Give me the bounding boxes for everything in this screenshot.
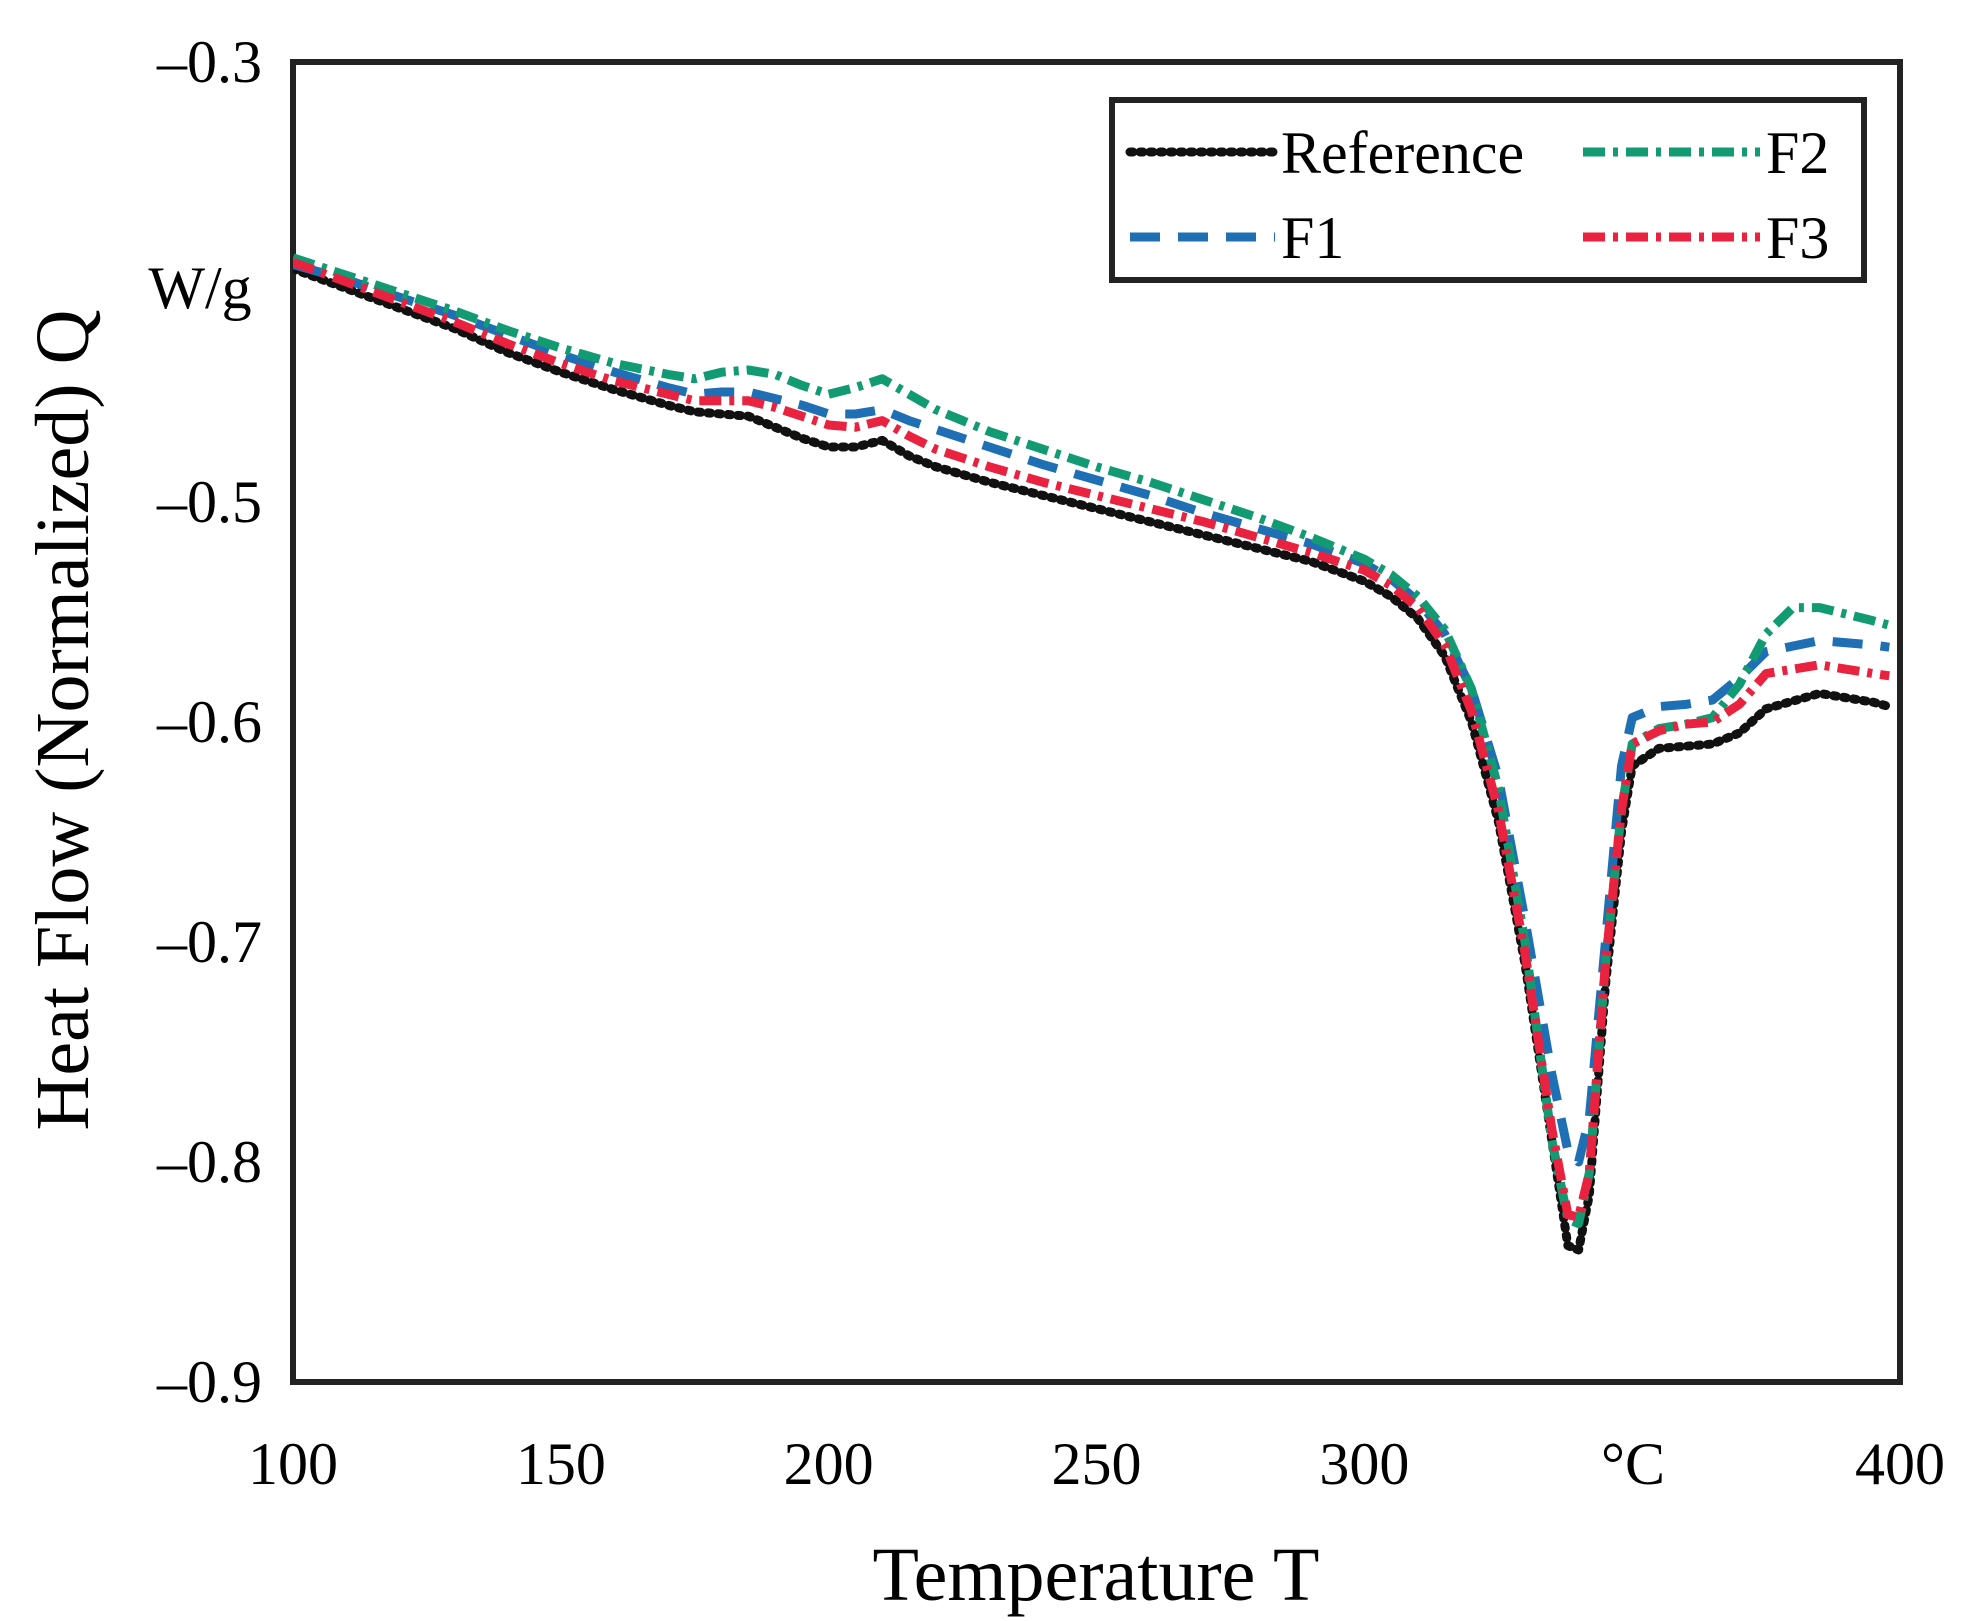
x-tick-label: 100 [248, 1431, 338, 1497]
y-tick-label: –0.9 [156, 1349, 262, 1415]
plot-frame [290, 59, 1903, 1385]
y-unit-label: W/g [148, 255, 251, 321]
x-unit-label: °C [1601, 1431, 1665, 1497]
series-line-f2 [293, 253, 1891, 1229]
x-tick-label: 400 [1855, 1431, 1945, 1497]
series-line-f3 [293, 257, 1890, 1222]
x-tick-label: 200 [784, 1431, 874, 1497]
series-layer [293, 253, 1894, 1255]
series-line-f1 [293, 260, 1890, 1167]
legend-label-f1: F1 [1281, 205, 1344, 271]
x-tick-label: 250 [1052, 1431, 1142, 1497]
x-axis-title: Temperature T [873, 1533, 1320, 1617]
x-tick-label: 150 [516, 1431, 606, 1497]
legend-label-f3: F3 [1766, 205, 1829, 271]
y-axis-title: Heat Flow (Normalized) Q [21, 310, 105, 1131]
x-tick-label: 300 [1319, 1431, 1409, 1497]
legend-box [1109, 97, 1867, 283]
y-tick-label: –0.6 [156, 689, 262, 755]
y-tick-labels: –0.3 –0.5 –0.6 –0.7 –0.8 –0.9 [156, 29, 262, 1415]
legend: Reference F2 F1 F3 [1109, 97, 1867, 283]
y-tick-label: –0.7 [156, 909, 262, 975]
x-tick-labels: 100 150 200 250 300 400 [248, 1431, 1945, 1497]
legend-label-f2: F2 [1766, 120, 1829, 186]
legend-label-reference: Reference [1281, 120, 1524, 186]
series-line-reference [293, 264, 1894, 1255]
y-tick-label: –0.5 [156, 469, 262, 535]
y-tick-label: –0.8 [156, 1129, 262, 1195]
y-tick-label: –0.3 [156, 29, 262, 95]
